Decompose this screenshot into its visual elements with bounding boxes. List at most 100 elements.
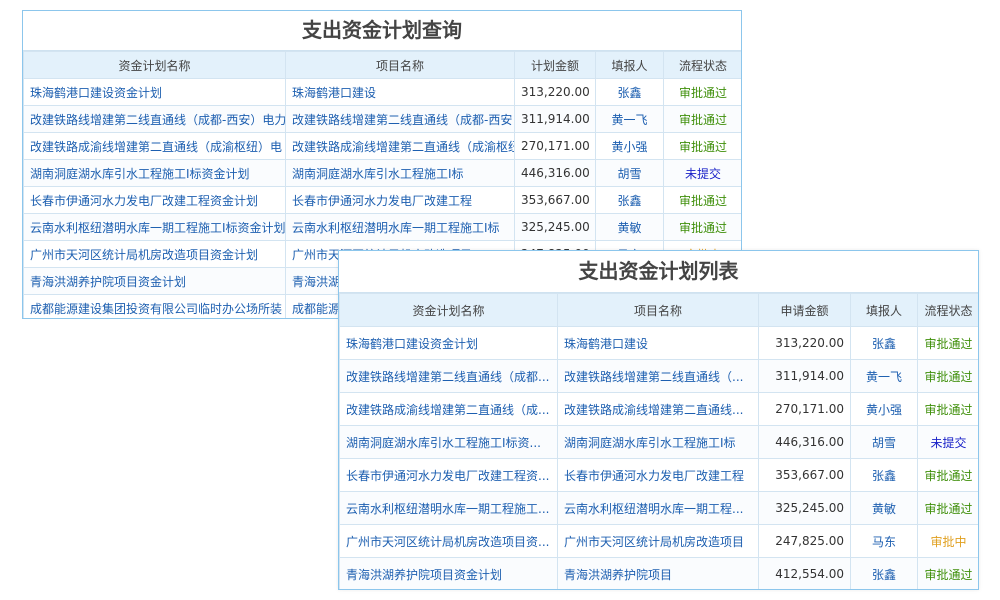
header-row: 资金计划名称 项目名称 计划金额 填报人 流程状态 (23, 51, 741, 79)
status: 审批通过 (917, 326, 978, 360)
reporter: 张鑫 (595, 186, 664, 214)
project-name[interactable]: 长春市伊通河水力发电厂改建工程 (557, 458, 759, 492)
query-panel: 支出资金计划查询 资金计划名称 项目名称 计划金额 填报人 流程状态 珠海鹤港口建设资金计… (22, 10, 742, 319)
reporter: 黄小强 (850, 392, 918, 426)
plan-name[interactable]: 改建铁路成渝线增建第二直通线（成渝枢纽）电 (23, 132, 286, 160)
table-row[interactable]: 云南水利枢纽潜明水库一期工程施工I标资金计划 云南水利枢纽潜明水库一期工程施工I标… (23, 213, 741, 241)
plan-name[interactable]: 长春市伊通河水力发电厂改建工程资... (339, 458, 558, 492)
project-name[interactable]: 云南水利枢纽潜明水库一期工程... (557, 491, 759, 525)
project-name[interactable]: 珠海鹤港口建设 (557, 326, 759, 360)
status: 审批通过 (663, 78, 741, 106)
plan-name[interactable]: 青海洪湖养护院项目资金计划 (23, 267, 286, 295)
panel-title: 支出资金计划查询 (23, 11, 741, 51)
status: 审批通过 (917, 491, 978, 525)
project-name[interactable]: 改建铁路线增建第二线直通线（成都-西安 (285, 105, 515, 133)
table-row[interactable]: 珠海鹤港口建设资金计划 珠海鹤港口建设 313,220.00 张鑫 审批通过 (23, 78, 741, 106)
project-name[interactable]: 云南水利枢纽潜明水库一期工程施工I标 (285, 213, 515, 241)
amount: 311,914.00 (514, 105, 596, 133)
project-name[interactable]: 改建铁路成渝线增建第二直通线... (557, 392, 759, 426)
amount: 325,245.00 (514, 213, 596, 241)
amount: 446,316.00 (758, 425, 851, 459)
status: 审批通过 (917, 557, 978, 589)
plan-name[interactable]: 广州市天河区统计局机房改造项目资... (339, 524, 558, 558)
reporter: 胡雪 (595, 159, 664, 187)
column-header: 申请金额 (758, 293, 851, 327)
plan-name[interactable]: 青海洪湖养护院项目资金计划 (339, 557, 558, 589)
table-row[interactable]: 长春市伊通河水力发电厂改建工程资... 长春市伊通河水力发电厂改建工程 353,66… (339, 458, 978, 492)
table-row[interactable]: 广州市天河区统计局机房改造项目资... 广州市天河区统计局机房改造项目 247,82… (339, 524, 978, 558)
plan-name[interactable]: 湖南洞庭湖水库引水工程施工I标资金计划 (23, 159, 286, 187)
column-header: 填报人 (595, 51, 664, 79)
amount: 270,171.00 (514, 132, 596, 160)
project-name[interactable]: 湖南洞庭湖水库引水工程施工I标 (557, 425, 759, 459)
amount: 412,554.00 (758, 557, 851, 589)
plan-name[interactable]: 珠海鹤港口建设资金计划 (339, 326, 558, 360)
header-row: 资金计划名称 项目名称 申请金额 填报人 流程状态 (339, 293, 978, 327)
status: 未提交 (917, 425, 978, 459)
project-name[interactable]: 青海洪湖养护院项目 (557, 557, 759, 589)
amount: 270,171.00 (758, 392, 851, 426)
reporter: 张鑫 (595, 78, 664, 106)
column-header: 资金计划名称 (339, 293, 558, 327)
table-row[interactable]: 改建铁路成渝线增建第二直通线（成渝枢纽）电 改建铁路成渝线增建第二直通线（成渝枢纽… (23, 132, 741, 160)
status: 审批通过 (917, 392, 978, 426)
plan-name[interactable]: 改建铁路成渝线增建第二直通线（成... (339, 392, 558, 426)
reporter: 张鑫 (850, 326, 918, 360)
column-header: 资金计划名称 (23, 51, 286, 79)
plan-name[interactable]: 长春市伊通河水力发电厂改建工程资金计划 (23, 186, 286, 214)
plan-name[interactable]: 云南水利枢纽潜明水库一期工程施工I标资金计划 (23, 213, 286, 241)
reporter: 马东 (850, 524, 918, 558)
plan-name[interactable]: 改建铁路线增建第二线直通线（成都-西安）电力 (23, 105, 286, 133)
table-row[interactable]: 青海洪湖养护院项目资金计划 青海洪湖养护院项目 412,554.00 张鑫 审批通过 (339, 557, 978, 589)
table-row[interactable]: 云南水利枢纽潜明水库一期工程施工... 云南水利枢纽潜明水库一期工程... 325,… (339, 491, 978, 525)
list-table: 资金计划名称 项目名称 申请金额 填报人 流程状态 珠海鹤港口建设资金计划 珠海鹤港口建设 3… (339, 293, 978, 589)
query-table: 资金计划名称 项目名称 计划金额 填报人 流程状态 珠海鹤港口建设资金计划 珠海鹤港口建设 3… (23, 51, 741, 318)
reporter: 黄敏 (595, 213, 664, 241)
status: 审批通过 (917, 458, 978, 492)
plan-name[interactable]: 云南水利枢纽潜明水库一期工程施工... (339, 491, 558, 525)
table-row[interactable]: 改建铁路线增建第二线直通线（成都-西安）电力 改建铁路线增建第二线直通线（成都-西… (23, 105, 741, 133)
column-header: 流程状态 (663, 51, 741, 79)
amount: 446,316.00 (514, 159, 596, 187)
project-name[interactable]: 广州市天河区统计局机房改造项目 (557, 524, 759, 558)
project-name[interactable]: 改建铁路成渝线增建第二直通线（成渝枢纽 (285, 132, 515, 160)
table-row[interactable]: 改建铁路线增建第二线直通线（成都... 改建铁路线增建第二线直通线（... 311,… (339, 359, 978, 393)
reporter: 黄敏 (850, 491, 918, 525)
amount: 247,825.00 (758, 524, 851, 558)
column-header: 项目名称 (557, 293, 759, 327)
amount: 313,220.00 (514, 78, 596, 106)
column-header: 填报人 (850, 293, 918, 327)
reporter: 张鑫 (850, 458, 918, 492)
status: 未提交 (663, 159, 741, 187)
plan-name[interactable]: 广州市天河区统计局机房改造项目资金计划 (23, 240, 286, 268)
table-row[interactable]: 珠海鹤港口建设资金计划 珠海鹤港口建设 313,220.00 张鑫 审批通过 (339, 326, 978, 360)
table-row[interactable]: 湖南洞庭湖水库引水工程施工I标资... 湖南洞庭湖水库引水工程施工I标 446,31… (339, 425, 978, 459)
table-row[interactable]: 改建铁路成渝线增建第二直通线（成... 改建铁路成渝线增建第二直通线... 270,… (339, 392, 978, 426)
project-name[interactable]: 改建铁路线增建第二线直通线（... (557, 359, 759, 393)
column-header: 计划金额 (514, 51, 596, 79)
reporter: 黄一飞 (595, 105, 664, 133)
amount: 311,914.00 (758, 359, 851, 393)
status: 审批通过 (663, 213, 741, 241)
amount: 353,667.00 (758, 458, 851, 492)
reporter: 黄小强 (595, 132, 664, 160)
amount: 353,667.00 (514, 186, 596, 214)
reporter: 黄一飞 (850, 359, 918, 393)
reporter: 胡雪 (850, 425, 918, 459)
table-row[interactable]: 长春市伊通河水力发电厂改建工程资金计划 长春市伊通河水力发电厂改建工程 353,66… (23, 186, 741, 214)
reporter: 张鑫 (850, 557, 918, 589)
plan-name[interactable]: 成都能源建设集团投资有限公司临时办公场所装 (23, 294, 286, 318)
column-header: 项目名称 (285, 51, 515, 79)
table-row[interactable]: 湖南洞庭湖水库引水工程施工I标资金计划 湖南洞庭湖水库引水工程施工I标 446,31… (23, 159, 741, 187)
amount: 313,220.00 (758, 326, 851, 360)
plan-name[interactable]: 改建铁路线增建第二线直通线（成都... (339, 359, 558, 393)
project-name[interactable]: 长春市伊通河水力发电厂改建工程 (285, 186, 515, 214)
plan-name[interactable]: 湖南洞庭湖水库引水工程施工I标资... (339, 425, 558, 459)
plan-name[interactable]: 珠海鹤港口建设资金计划 (23, 78, 286, 106)
list-panel: 支出资金计划列表 资金计划名称 项目名称 申请金额 填报人 流程状态 珠海鹤港口建设资金计… (338, 250, 979, 590)
project-name[interactable]: 湖南洞庭湖水库引水工程施工I标 (285, 159, 515, 187)
project-name[interactable]: 珠海鹤港口建设 (285, 78, 515, 106)
status: 审批通过 (663, 105, 741, 133)
column-header: 流程状态 (917, 293, 978, 327)
panel-title: 支出资金计划列表 (339, 251, 978, 293)
